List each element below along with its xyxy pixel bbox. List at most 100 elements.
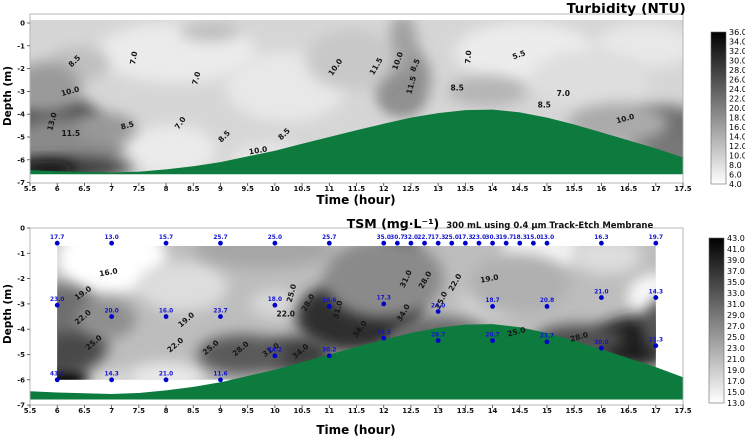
- data-point-label: 23.7: [540, 334, 554, 340]
- data-point: [381, 335, 387, 341]
- x-tick-label: 12.5: [402, 407, 419, 415]
- colorbar-label: 34.0: [729, 37, 745, 46]
- data-point-label: 15.7: [159, 235, 173, 241]
- x-tick-label: 11: [324, 185, 334, 193]
- contour-label: 11.5: [62, 129, 81, 138]
- data-point-label: 21.0: [594, 289, 608, 295]
- x-tick-label: 7.5: [133, 407, 146, 415]
- contour-field: [30, 20, 684, 174]
- data-point: [435, 240, 441, 246]
- data-point: [599, 345, 604, 351]
- y-tick-label: -6: [17, 376, 25, 384]
- data-point-label: 20.7: [485, 332, 499, 338]
- data-point-label: 23.0: [472, 235, 486, 241]
- x-tick-label: 5.5: [24, 185, 37, 193]
- colorbar-label: 13.0: [727, 399, 745, 408]
- contour-label: 8.5: [451, 83, 464, 92]
- data-point-label: 11.6: [213, 372, 227, 378]
- data-point: [272, 240, 278, 246]
- x-tick-label: 6.5: [78, 407, 91, 415]
- data-point: [599, 240, 604, 246]
- contour-label: 5.5: [511, 48, 527, 61]
- contour-label: 8.5: [120, 119, 135, 131]
- colorbar-label: 41.0: [727, 245, 745, 254]
- data-point-label: 13.0: [104, 235, 118, 241]
- colorbar-label: 6.0: [729, 170, 742, 179]
- data-point-label: 24.3: [377, 330, 391, 336]
- contour-label: 7.0: [557, 89, 570, 98]
- data-point: [54, 377, 60, 383]
- colorbar-label: 14.0: [729, 132, 745, 141]
- data-point-label: 20.8: [540, 298, 554, 304]
- colorbar-label: 4.0: [729, 180, 742, 189]
- field-blob: [530, 50, 651, 110]
- data-point: [394, 240, 400, 246]
- colorbar: [710, 31, 727, 185]
- x-tick-label: 6: [55, 407, 60, 415]
- data-point-label: 17.3: [431, 235, 445, 241]
- data-point: [163, 240, 169, 246]
- data-point: [476, 240, 482, 246]
- data-point-label: 14.3: [649, 289, 663, 295]
- data-point: [218, 314, 223, 319]
- data-point-label: 16.0: [159, 308, 173, 314]
- data-point: [163, 377, 169, 383]
- field-blob: [179, 20, 240, 41]
- data-point-label: 25.7: [213, 235, 227, 241]
- colorbar-label: 15.0: [727, 388, 745, 397]
- colorbar-label: 39.0: [727, 256, 745, 265]
- data-point-label: 30.7: [390, 235, 404, 241]
- data-point: [517, 240, 523, 246]
- data-point-label: 35.0: [377, 235, 391, 241]
- contour-label: 8.5: [538, 100, 551, 109]
- data-point: [435, 309, 441, 314]
- y-tick-label: -3: [17, 88, 25, 96]
- bathymetry-hill: [30, 109, 683, 175]
- data-point: [599, 295, 604, 300]
- data-point: [408, 240, 414, 246]
- data-point: [449, 240, 455, 246]
- field-blob: [306, 29, 397, 90]
- data-point: [326, 304, 332, 309]
- x-tick-label: 13.5: [457, 185, 474, 193]
- data-point: [653, 343, 659, 349]
- data-point: [381, 240, 387, 246]
- field-blob: [137, 261, 228, 312]
- data-point: [490, 338, 495, 343]
- colorbar-label: 22.0: [729, 94, 745, 103]
- data-point: [422, 240, 427, 246]
- x-tick-label: 10.5: [293, 185, 310, 193]
- colorbar-label: 10.0: [729, 151, 745, 160]
- data-point-label: 17.7: [50, 235, 64, 241]
- x-tick-label: 13: [433, 185, 443, 193]
- data-point: [530, 240, 536, 246]
- y-tick-label: -6: [17, 156, 25, 164]
- x-tick-label: 13.5: [457, 407, 474, 415]
- y-tick-label: -1: [17, 42, 25, 50]
- x-tick-label: 13: [433, 407, 443, 415]
- colorbar-label: 30.0: [729, 56, 745, 65]
- colorbar-label: 21.0: [727, 355, 745, 364]
- colorbar-label: 8.0: [729, 161, 742, 170]
- data-point: [54, 240, 60, 246]
- data-point-label: 17.3: [377, 296, 391, 302]
- x-tick-label: 7: [109, 185, 114, 193]
- x-tick-label: 6: [55, 185, 60, 193]
- x-tick-label: 9: [218, 407, 223, 415]
- field-blob: [571, 246, 642, 274]
- x-tick-label: 9.5: [241, 185, 254, 193]
- field-blob: [380, 88, 421, 113]
- data-point: [653, 240, 659, 246]
- data-point: [272, 302, 278, 308]
- x-tick-label: 10.5: [293, 407, 310, 415]
- colorbar-label: 20.0: [729, 104, 745, 113]
- colorbar-label: 23.0: [727, 344, 745, 353]
- data-point-label: 13.0: [540, 235, 554, 241]
- x-tick-label: 11: [324, 407, 334, 415]
- x-tick-label: 10: [270, 407, 280, 415]
- colorbar-label: 16.0: [729, 123, 745, 132]
- field-blob: [30, 61, 82, 112]
- x-tick-label: 14: [488, 185, 498, 193]
